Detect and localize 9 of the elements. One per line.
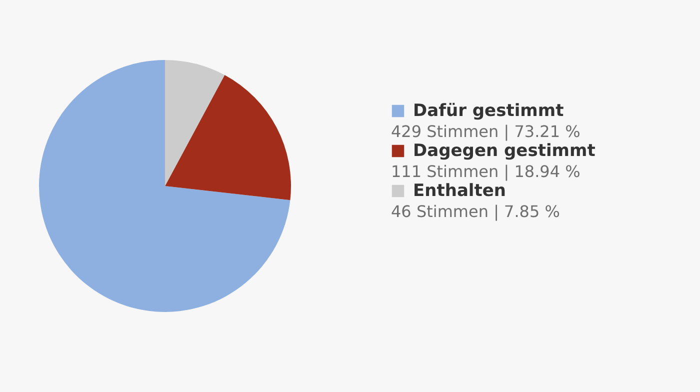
legend-label: Dafür gestimmt — [413, 101, 564, 121]
pie-slice — [165, 60, 225, 186]
legend-label: Enthalten — [413, 181, 506, 201]
data-label: 429 Stimmen | 73.21 % — [391, 122, 580, 141]
legend-label: Dagegen gestimmt — [413, 141, 596, 161]
pie-slice — [39, 60, 290, 312]
data-label: 46 Stimmen | 7.85 % — [391, 202, 560, 221]
pie-slice — [165, 75, 291, 200]
data-label: 111 Stimmen | 18.94 % — [391, 162, 580, 181]
